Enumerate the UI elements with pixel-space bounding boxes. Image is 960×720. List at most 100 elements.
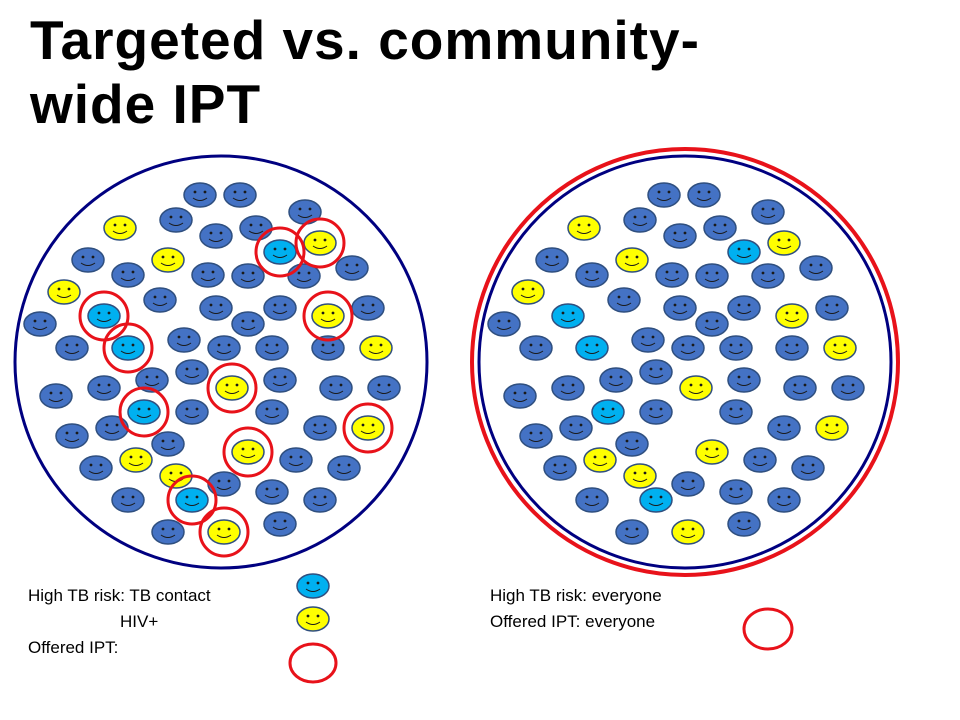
- person-smiley-icon: [599, 367, 633, 393]
- tb-contact-smiley-icon: [551, 303, 585, 329]
- person-smiley-icon: [727, 511, 761, 537]
- person-smiley-icon: [151, 431, 185, 457]
- tb-contact-smiley-icon: [111, 335, 145, 361]
- person-smiley-icon: [775, 335, 809, 361]
- hiv-smiley-icon: [623, 463, 657, 489]
- person-smiley-icon: [639, 399, 673, 425]
- hiv-smiley-icon: [615, 247, 649, 273]
- person-smiley-icon: [263, 367, 297, 393]
- person-smiley-icon: [263, 295, 297, 321]
- legend-offered-ipt-label: Offered IPT:: [28, 638, 119, 657]
- person-smiley-icon: [167, 327, 201, 353]
- hiv-smiley-icon: [311, 303, 345, 329]
- person-smiley-icon: [183, 182, 217, 208]
- person-smiley-icon: [351, 295, 385, 321]
- person-smiley-icon: [111, 487, 145, 513]
- tb-contact-smiley-icon: [296, 573, 330, 599]
- person-smiley-icon: [615, 519, 649, 545]
- hiv-smiley-icon: [47, 279, 81, 305]
- community-wide-circle: [477, 154, 893, 570]
- person-smiley-icon: [631, 327, 665, 353]
- person-smiley-icon: [255, 399, 289, 425]
- legend-offered-everyone-label: Offered IPT: everyone: [490, 612, 656, 631]
- person-smiley-icon: [575, 262, 609, 288]
- person-smiley-icon: [487, 311, 521, 337]
- person-smiley-icon: [143, 287, 177, 313]
- person-smiley-icon: [783, 375, 817, 401]
- tb-contact-smiley-icon: [575, 335, 609, 361]
- hiv-smiley-icon: [119, 447, 153, 473]
- person-smiley-icon: [79, 455, 113, 481]
- person-smiley-icon: [663, 295, 697, 321]
- tb-contact-smiley-icon: [127, 399, 161, 425]
- ipt-ring-icon: [206, 362, 258, 414]
- person-smiley-icon: [719, 399, 753, 425]
- person-smiley-icon: [535, 247, 569, 273]
- offered-ipt-ring-icon: [288, 642, 338, 684]
- person-smiley-icon: [615, 431, 649, 457]
- hiv-smiley-icon: [103, 215, 137, 241]
- ipt-ring-icon: [102, 322, 154, 374]
- person-smiley-icon: [719, 479, 753, 505]
- person-smiley-icon: [727, 367, 761, 393]
- ipt-ring-icon: [222, 426, 274, 478]
- person-smiley-icon: [503, 383, 537, 409]
- person-smiley-icon: [231, 263, 265, 289]
- ipt-ring-icon: [302, 290, 354, 342]
- person-smiley-icon: [55, 335, 89, 361]
- person-smiley-icon: [719, 335, 753, 361]
- ipt-ring-icon: [166, 474, 218, 526]
- person-smiley-icon: [111, 262, 145, 288]
- person-smiley-icon: [655, 262, 689, 288]
- hiv-smiley-icon: [351, 415, 385, 441]
- person-smiley-icon: [687, 182, 721, 208]
- person-smiley-icon: [71, 247, 105, 273]
- person-smiley-icon: [743, 447, 777, 473]
- hiv-smiley-icon: [583, 447, 617, 473]
- ipt-ring-icon: [342, 402, 394, 454]
- person-smiley-icon: [695, 311, 729, 337]
- hiv-smiley-icon: [695, 439, 729, 465]
- person-smiley-icon: [231, 311, 265, 337]
- person-smiley-icon: [55, 423, 89, 449]
- person-smiley-icon: [663, 223, 697, 249]
- person-smiley-icon: [319, 375, 353, 401]
- hiv-smiley-icon: [767, 230, 801, 256]
- person-smiley-icon: [607, 287, 641, 313]
- person-smiley-icon: [767, 487, 801, 513]
- person-smiley-icon: [303, 487, 337, 513]
- legend-risk-everyone-label: High TB risk: everyone: [490, 586, 662, 605]
- person-smiley-icon: [727, 295, 761, 321]
- person-smiley-icon: [695, 263, 729, 289]
- person-smiley-icon: [207, 471, 241, 497]
- legend-hiv-label: HIV+: [120, 612, 159, 631]
- hiv-smiley-icon: [511, 279, 545, 305]
- person-smiley-icon: [767, 415, 801, 441]
- title-line-1: Targeted vs. community-: [30, 9, 700, 71]
- person-smiley-icon: [799, 255, 833, 281]
- tb-contact-smiley-icon: [263, 239, 297, 265]
- ipt-ring-icon: [198, 506, 250, 558]
- person-smiley-icon: [623, 207, 657, 233]
- tb-contact-smiley-icon: [87, 303, 121, 329]
- person-smiley-icon: [151, 519, 185, 545]
- person-smiley-icon: [263, 511, 297, 537]
- hiv-smiley-icon: [231, 439, 265, 465]
- person-smiley-icon: [95, 415, 129, 441]
- person-smiley-icon: [223, 182, 257, 208]
- person-smiley-icon: [199, 295, 233, 321]
- person-smiley-icon: [207, 335, 241, 361]
- legend-tb-contact-label: High TB risk: TB contact: [28, 586, 211, 605]
- person-smiley-icon: [39, 383, 73, 409]
- ipt-ring-icon: [254, 226, 306, 278]
- hiv-smiley-icon: [303, 230, 337, 256]
- person-smiley-icon: [671, 471, 705, 497]
- person-smiley-icon: [135, 367, 169, 393]
- person-smiley-icon: [279, 447, 313, 473]
- ipt-ring-icon: [294, 217, 346, 269]
- hiv-smiley-icon: [823, 335, 857, 361]
- offered-everyone-ring-icon: [742, 607, 794, 651]
- person-smiley-icon: [543, 455, 577, 481]
- person-smiley-icon: [791, 455, 825, 481]
- person-smiley-icon: [519, 423, 553, 449]
